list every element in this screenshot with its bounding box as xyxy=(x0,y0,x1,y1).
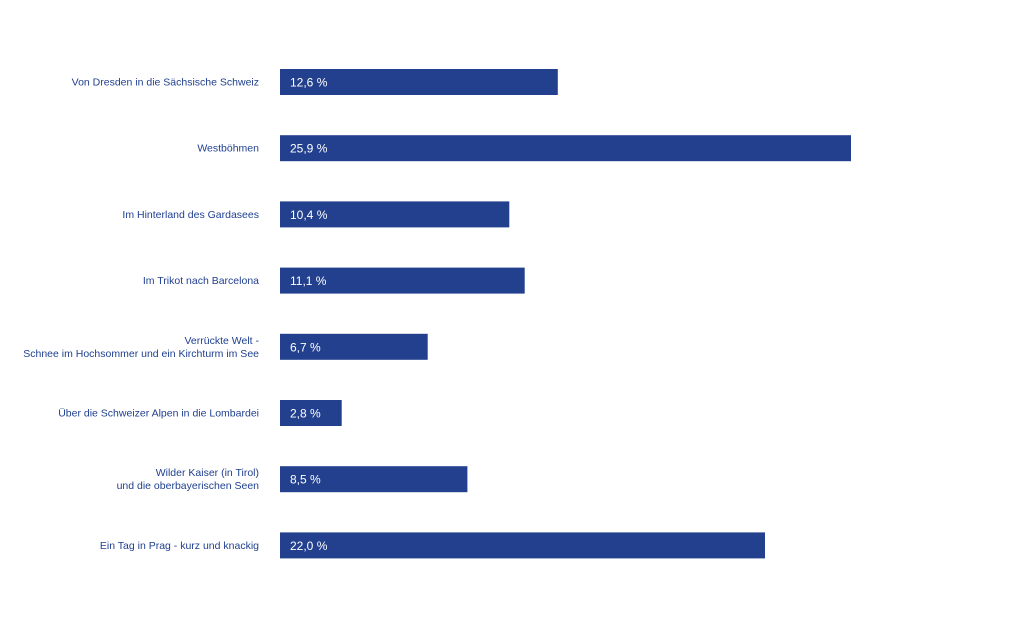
bar-7 xyxy=(280,466,468,493)
value-label-7: 8,5 % xyxy=(290,473,321,487)
category-label-1: Von Dresden in die Sächsische Schweiz xyxy=(72,77,259,89)
bar-1 xyxy=(280,69,558,95)
value-label-8: 22,0 % xyxy=(290,539,328,553)
bar-8 xyxy=(280,532,765,559)
value-label-5: 6,7 % xyxy=(290,340,321,354)
value-label-6: 2,8 % xyxy=(290,407,321,421)
category-label-6: Über die Schweizer Alpen in die Lombarde… xyxy=(58,408,259,420)
bar-2 xyxy=(280,135,851,162)
value-label-4: 11,1 % xyxy=(290,274,327,288)
category-label-4: Im Trikot nach Barcelona xyxy=(143,275,259,287)
value-label-2: 25,9 % xyxy=(290,142,328,156)
bar-5 xyxy=(280,333,428,360)
category-label-3: Im Hinterland des Gardasees xyxy=(122,209,259,221)
value-label-1: 12,6 % xyxy=(290,76,328,90)
bar-3 xyxy=(280,201,510,228)
category-label-5: Verrückte Welt -Schnee im Hochsommer und… xyxy=(23,335,259,360)
value-label-3: 10,4 % xyxy=(290,208,328,222)
bar-6 xyxy=(280,400,342,426)
category-label-7: Wilder Kaiser (in Tirol) und die oberbaye… xyxy=(117,467,260,492)
category-label-2: Westböhmen xyxy=(197,143,259,155)
category-label-8: Ein Tag in Prag - kurz und knackig xyxy=(100,540,259,552)
bar-4 xyxy=(280,267,525,294)
